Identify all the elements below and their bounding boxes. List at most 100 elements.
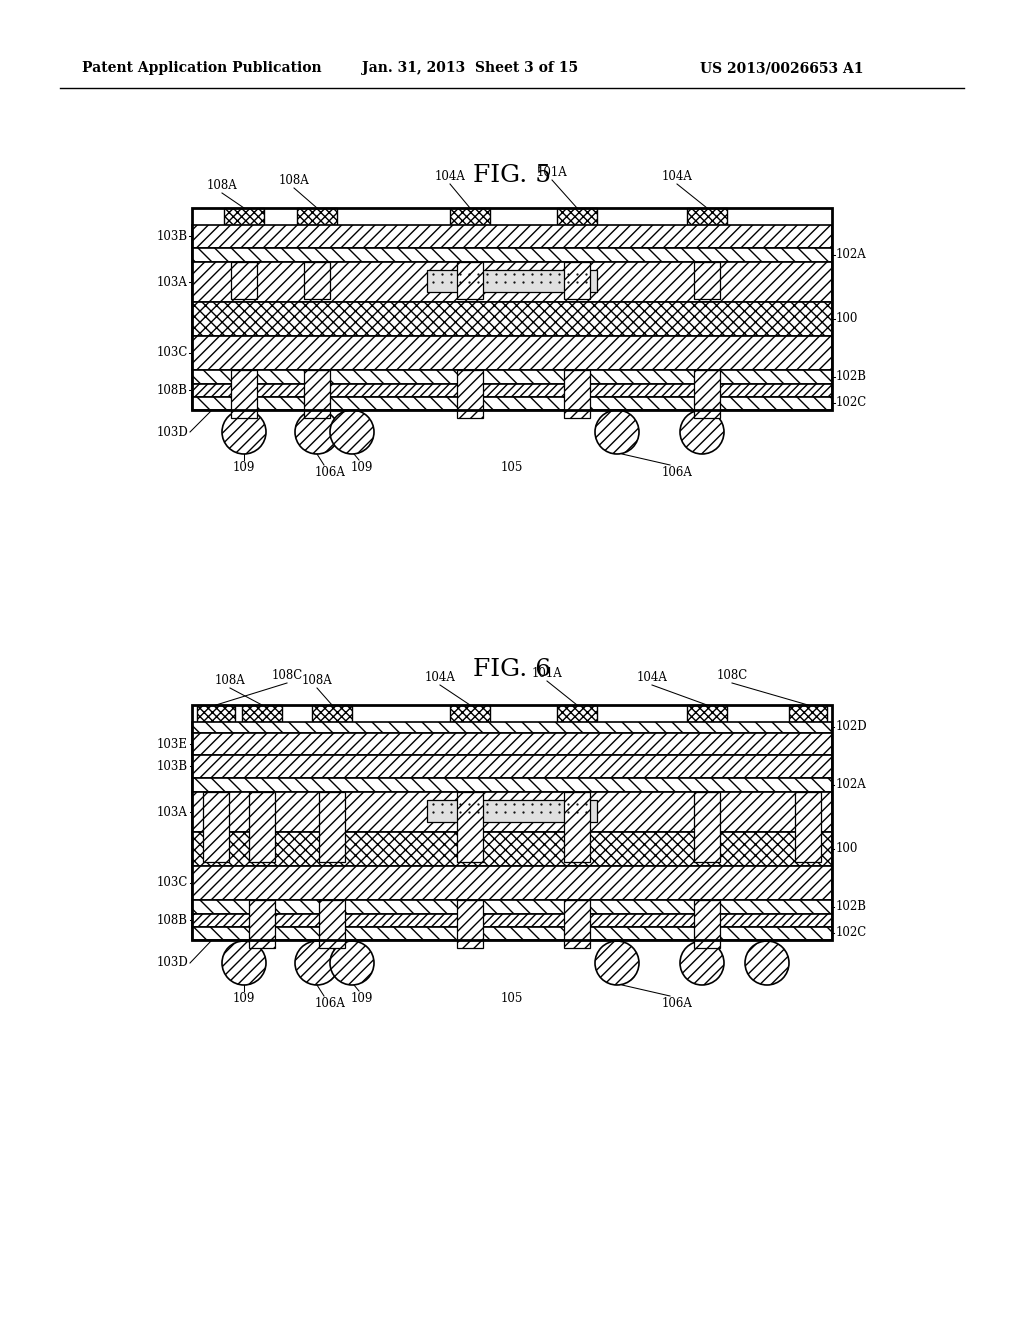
Bar xyxy=(193,302,831,337)
Text: US 2013/0026653 A1: US 2013/0026653 A1 xyxy=(700,61,863,75)
Circle shape xyxy=(680,941,724,985)
Bar xyxy=(564,792,590,862)
Bar xyxy=(427,271,597,292)
Bar xyxy=(193,248,831,261)
Bar xyxy=(457,792,483,862)
Bar xyxy=(193,866,831,900)
Bar xyxy=(193,722,831,733)
Bar xyxy=(249,900,275,948)
Text: 101A: 101A xyxy=(531,667,562,680)
Text: Patent Application Publication: Patent Application Publication xyxy=(82,61,322,75)
Text: 105: 105 xyxy=(501,993,523,1005)
Bar xyxy=(193,209,831,411)
Text: 109: 109 xyxy=(232,461,255,474)
Text: 103C: 103C xyxy=(157,346,188,359)
Bar xyxy=(319,792,345,862)
Bar xyxy=(564,370,590,418)
Bar xyxy=(427,800,597,822)
Text: 104A: 104A xyxy=(434,170,466,183)
Circle shape xyxy=(595,941,639,985)
Text: 104A: 104A xyxy=(662,170,692,183)
Text: 106A: 106A xyxy=(662,466,692,479)
Text: 108A: 108A xyxy=(207,180,238,191)
Circle shape xyxy=(595,411,639,454)
Circle shape xyxy=(295,411,339,454)
Text: 102C: 102C xyxy=(836,927,867,940)
Bar xyxy=(193,370,831,384)
Bar xyxy=(193,224,831,248)
Text: 106A: 106A xyxy=(314,466,345,479)
Text: 108C: 108C xyxy=(271,669,303,682)
Bar xyxy=(193,792,831,832)
Text: 106A: 106A xyxy=(662,997,692,1010)
Bar xyxy=(557,209,597,224)
Text: 100: 100 xyxy=(836,313,858,326)
Circle shape xyxy=(680,411,724,454)
Circle shape xyxy=(222,941,266,985)
Text: 109: 109 xyxy=(351,993,373,1005)
Text: 101A: 101A xyxy=(537,166,567,180)
Circle shape xyxy=(222,411,266,454)
Bar xyxy=(319,900,345,948)
Text: 105: 105 xyxy=(501,461,523,474)
Text: 104A: 104A xyxy=(425,671,456,684)
Bar xyxy=(795,792,821,862)
Text: 103A: 103A xyxy=(157,805,188,818)
Bar xyxy=(249,792,275,862)
Text: 102B: 102B xyxy=(836,900,867,913)
Text: 108B: 108B xyxy=(157,913,188,927)
Text: 102A: 102A xyxy=(836,248,866,261)
Text: 103B: 103B xyxy=(157,230,188,243)
Text: 103A: 103A xyxy=(157,276,188,289)
Text: 104A: 104A xyxy=(637,671,668,684)
Bar xyxy=(457,900,483,948)
Circle shape xyxy=(295,941,339,985)
Bar xyxy=(450,705,490,722)
Text: 108A: 108A xyxy=(215,675,246,686)
Bar xyxy=(457,370,483,418)
Bar xyxy=(790,705,827,722)
Bar xyxy=(304,370,330,418)
Text: 109: 109 xyxy=(351,461,373,474)
Bar xyxy=(193,777,831,792)
Text: 103D: 103D xyxy=(157,425,188,438)
Text: 102D: 102D xyxy=(836,721,867,734)
Text: 103B: 103B xyxy=(157,759,188,772)
Text: 103D: 103D xyxy=(157,957,188,969)
Text: Jan. 31, 2013  Sheet 3 of 15: Jan. 31, 2013 Sheet 3 of 15 xyxy=(362,61,579,75)
Bar xyxy=(193,832,831,866)
Bar xyxy=(193,337,831,370)
Bar xyxy=(193,927,831,940)
Text: FIG. 5: FIG. 5 xyxy=(473,164,551,186)
Text: 102B: 102B xyxy=(836,371,867,384)
Bar xyxy=(694,370,720,418)
Bar xyxy=(231,370,257,418)
Text: FIG. 6: FIG. 6 xyxy=(473,659,551,681)
Text: 108B: 108B xyxy=(157,384,188,396)
Bar xyxy=(694,792,720,862)
Circle shape xyxy=(330,411,374,454)
Bar xyxy=(197,705,234,722)
Bar xyxy=(304,261,330,300)
Text: 103E: 103E xyxy=(157,738,188,751)
Bar xyxy=(694,900,720,948)
Bar xyxy=(687,705,727,722)
Bar xyxy=(193,733,831,755)
Bar xyxy=(193,397,831,411)
Bar xyxy=(193,900,831,913)
Circle shape xyxy=(745,941,790,985)
Bar xyxy=(564,900,590,948)
Bar xyxy=(231,261,257,300)
Text: 100: 100 xyxy=(836,842,858,855)
Bar xyxy=(193,384,831,397)
Text: 102C: 102C xyxy=(836,396,867,409)
Bar xyxy=(224,209,264,224)
Bar xyxy=(557,705,597,722)
Bar xyxy=(193,913,831,927)
Bar xyxy=(203,792,229,862)
Bar xyxy=(297,209,337,224)
Bar xyxy=(193,755,831,777)
Text: 102A: 102A xyxy=(836,779,866,792)
Bar xyxy=(564,261,590,300)
Text: 103C: 103C xyxy=(157,876,188,890)
